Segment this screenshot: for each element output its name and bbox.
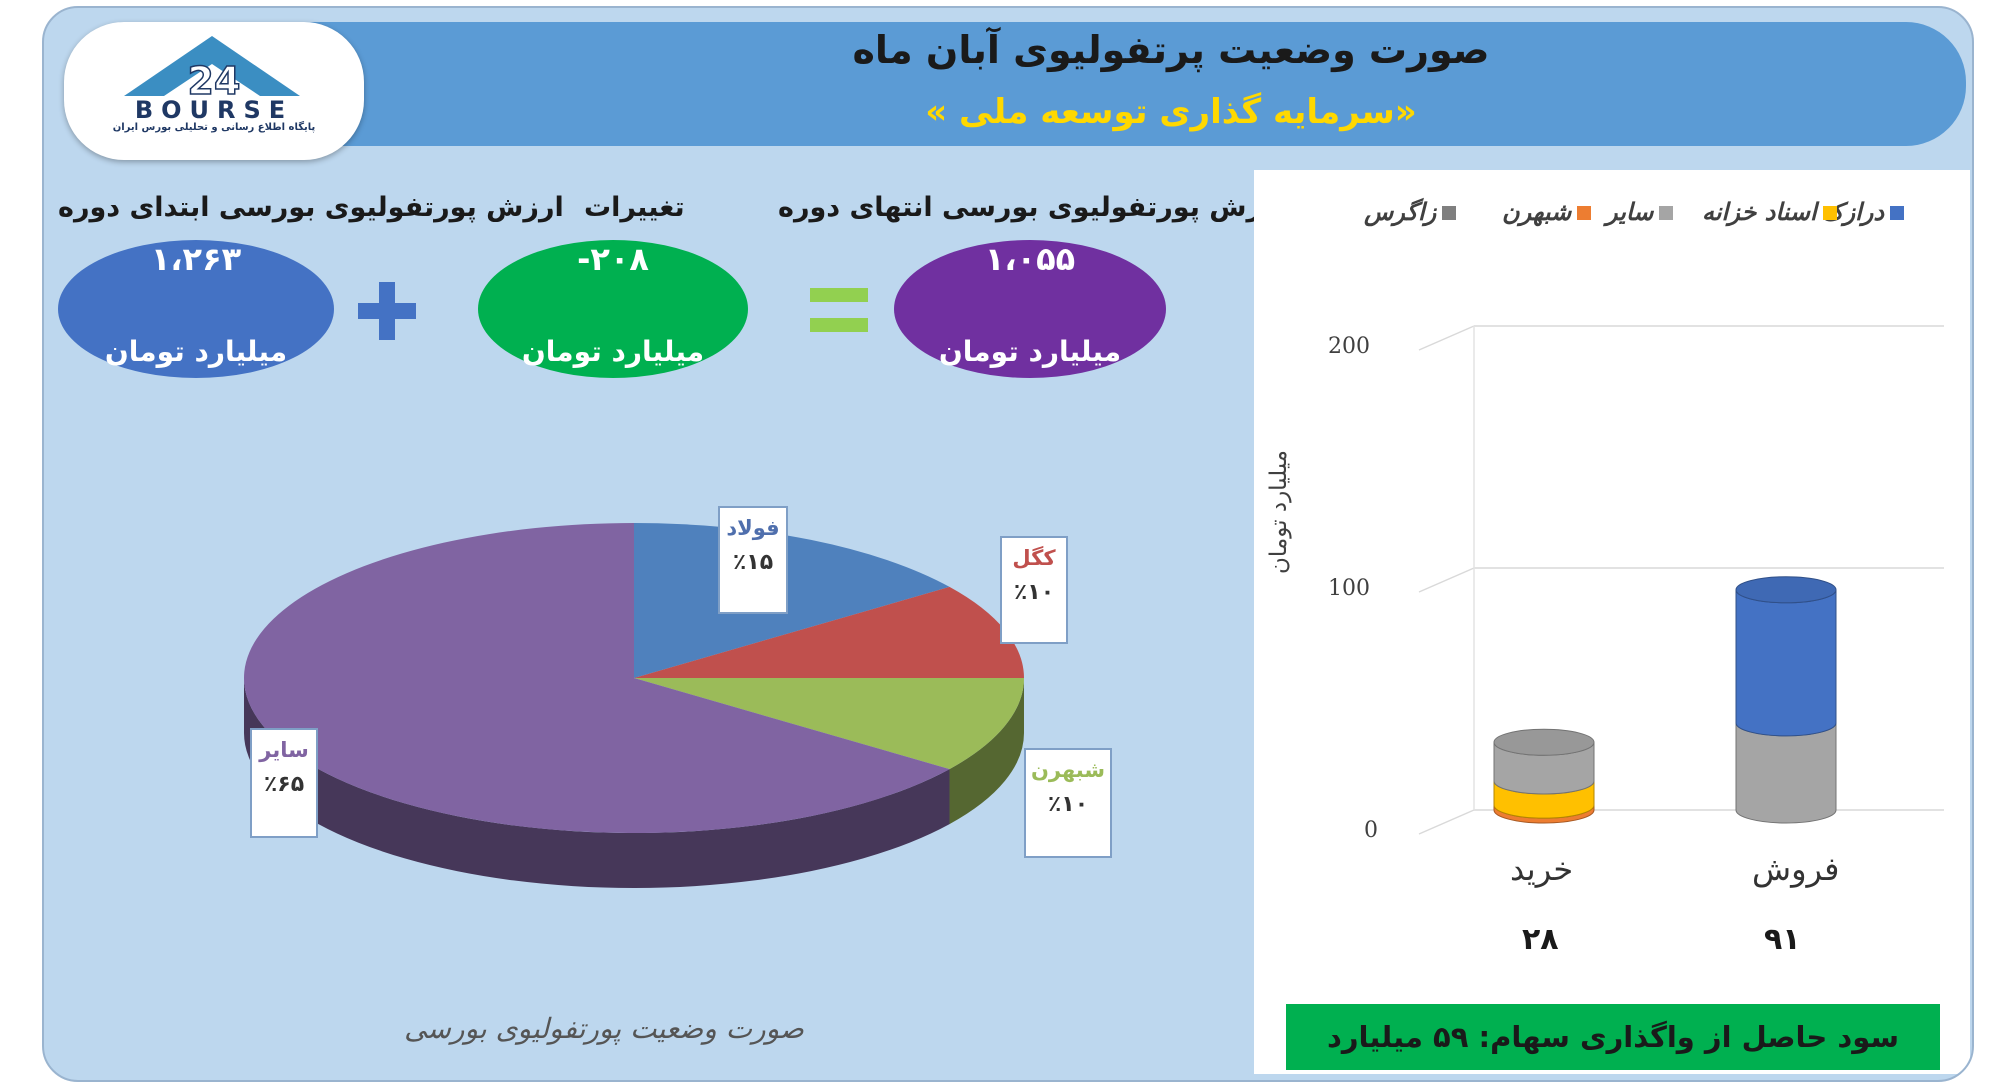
pie-label-value-3: ٪۶۵ xyxy=(263,772,305,797)
plus-icon xyxy=(356,280,418,346)
category-value-0: ۲۸ xyxy=(1522,922,1559,957)
legend-swatch-3 xyxy=(1577,206,1592,220)
bar-0-cap xyxy=(1493,728,1595,756)
y-tick-2: 200 xyxy=(1328,334,1370,359)
kpi-change-unit: میلیارد تومان xyxy=(521,335,705,368)
pie-label-name-3: سایر xyxy=(259,738,309,762)
pie-label-value-2: ٪۱۰ xyxy=(1047,792,1089,817)
pie-slice-3 xyxy=(243,523,950,834)
pie-slice-2 xyxy=(634,678,1024,770)
logo-graphic: 24 BOURSE xyxy=(124,36,300,124)
legend-label-1: اسناد خزانه xyxy=(1702,198,1817,226)
category-label-1: فروش xyxy=(1752,850,1840,888)
pie-label-name-1: کگل xyxy=(1012,546,1056,570)
pie-label-1: کگل ٪۱۰ xyxy=(1000,536,1068,644)
portfolio-pie-chart xyxy=(243,523,1024,888)
pie-label-name-0: فولاد xyxy=(726,516,780,540)
dashboard-frame: صورت وضعیت پرتفولیوی آبان ماه «سرمایه گذ… xyxy=(42,6,1974,1082)
page-subtitle: «سرمایه گذاری توسعه ملی » xyxy=(925,92,1417,132)
kpi-change-label: تغییرات xyxy=(584,192,685,223)
y-axis-label: میلیارد تومان xyxy=(1266,450,1292,574)
kpi-end-ellipse: ۱،۰۵۵ میلیارد تومان xyxy=(894,240,1166,378)
legend-swatch-1 xyxy=(1822,206,1837,220)
page-title: صورت وضعیت پرتفولیوی آبان ماه xyxy=(852,28,1490,72)
category-label-0: خرید xyxy=(1510,850,1574,888)
legend-label-4: زاگرس xyxy=(1364,198,1437,226)
category-value-1: ۹۱ xyxy=(1764,922,1801,957)
legend-label-2: سایر xyxy=(1606,198,1654,226)
pie-side-3 xyxy=(244,678,950,888)
trade-bar-chart xyxy=(1418,325,1944,835)
pie-label-value-1: ٪۱۰ xyxy=(1013,580,1055,605)
pie-slice-0 xyxy=(634,523,950,678)
logo-wordmark: BOURSE xyxy=(135,96,293,124)
kpi-end-unit: میلیارد تومان xyxy=(938,335,1122,368)
kpi-start-label: ارزش پورتفولیوی بورسی ابتدای دوره xyxy=(58,192,564,223)
legend-item-3: شبهرن xyxy=(1502,198,1592,226)
trade-chart-panel: درازک اسناد خزانه سایر شبهرن زاگرس میلیارد ت… xyxy=(1254,170,1970,1074)
equals-icon xyxy=(808,284,870,344)
pie-slice-1 xyxy=(634,586,1024,678)
kpi-change-value: -۲۰۸ xyxy=(577,240,649,278)
pie-label-3: سایر ٪۶۵ xyxy=(250,728,318,838)
kpi-start-unit: میلیارد تومان xyxy=(104,335,288,368)
legend-label-3: شبهرن xyxy=(1502,198,1572,226)
legend-swatch-0 xyxy=(1890,206,1905,220)
logo-number: 24 xyxy=(188,59,241,103)
kpi-end-label: ارزش پورتفولیوی بورسی انتهای دوره xyxy=(778,192,1287,223)
bar-1-seg-0 xyxy=(1735,589,1837,737)
legend-item-1: اسناد خزانه xyxy=(1702,198,1837,226)
legend-swatch-4 xyxy=(1442,206,1457,220)
legend-item-4: زاگرس xyxy=(1364,198,1457,226)
bar-1-cap xyxy=(1735,576,1837,604)
y-tick-1: 100 xyxy=(1328,576,1370,601)
header-banner: صورت وضعیت پرتفولیوی آبان ماه «سرمایه گذ… xyxy=(66,22,1966,146)
profit-banner: سود حاصل از واگذاری سهام: ۵۹ میلیارد توم… xyxy=(1286,1004,1940,1070)
logo-caption: پایگاه اطلاع رسانی و تحلیلی بورس ایران xyxy=(112,122,316,133)
pie-label-name-2: شبهرن xyxy=(1030,758,1106,782)
pie-label-value-0: ٪۱۵ xyxy=(732,550,774,575)
kpi-end-value: ۱،۰۵۵ xyxy=(984,240,1076,278)
bar-1-seg-2 xyxy=(1735,722,1837,824)
legend-item-2: سایر xyxy=(1606,198,1674,226)
pie-label-0: فولاد ٪۱۵ xyxy=(718,506,788,614)
legend-swatch-2 xyxy=(1659,206,1674,220)
pie-label-2: شبهرن ٪۱۰ xyxy=(1024,748,1112,858)
kpi-change-ellipse: -۲۰۸ میلیارد تومان xyxy=(478,240,748,378)
kpi-start-value: ۱،۲۶۳ xyxy=(150,240,242,278)
pie-side-2 xyxy=(949,678,1024,825)
pie-chart-title: صورت وضعیت پورتفولیوی بورسی xyxy=(404,1012,804,1045)
bourse24-logo: 24 BOURSE پایگاه اطلاع رسانی و تحلیلی بو… xyxy=(64,22,364,160)
kpi-start-ellipse: ۱،۲۶۳ میلیارد تومان xyxy=(58,240,334,378)
y-tick-0: 0 xyxy=(1364,818,1378,843)
